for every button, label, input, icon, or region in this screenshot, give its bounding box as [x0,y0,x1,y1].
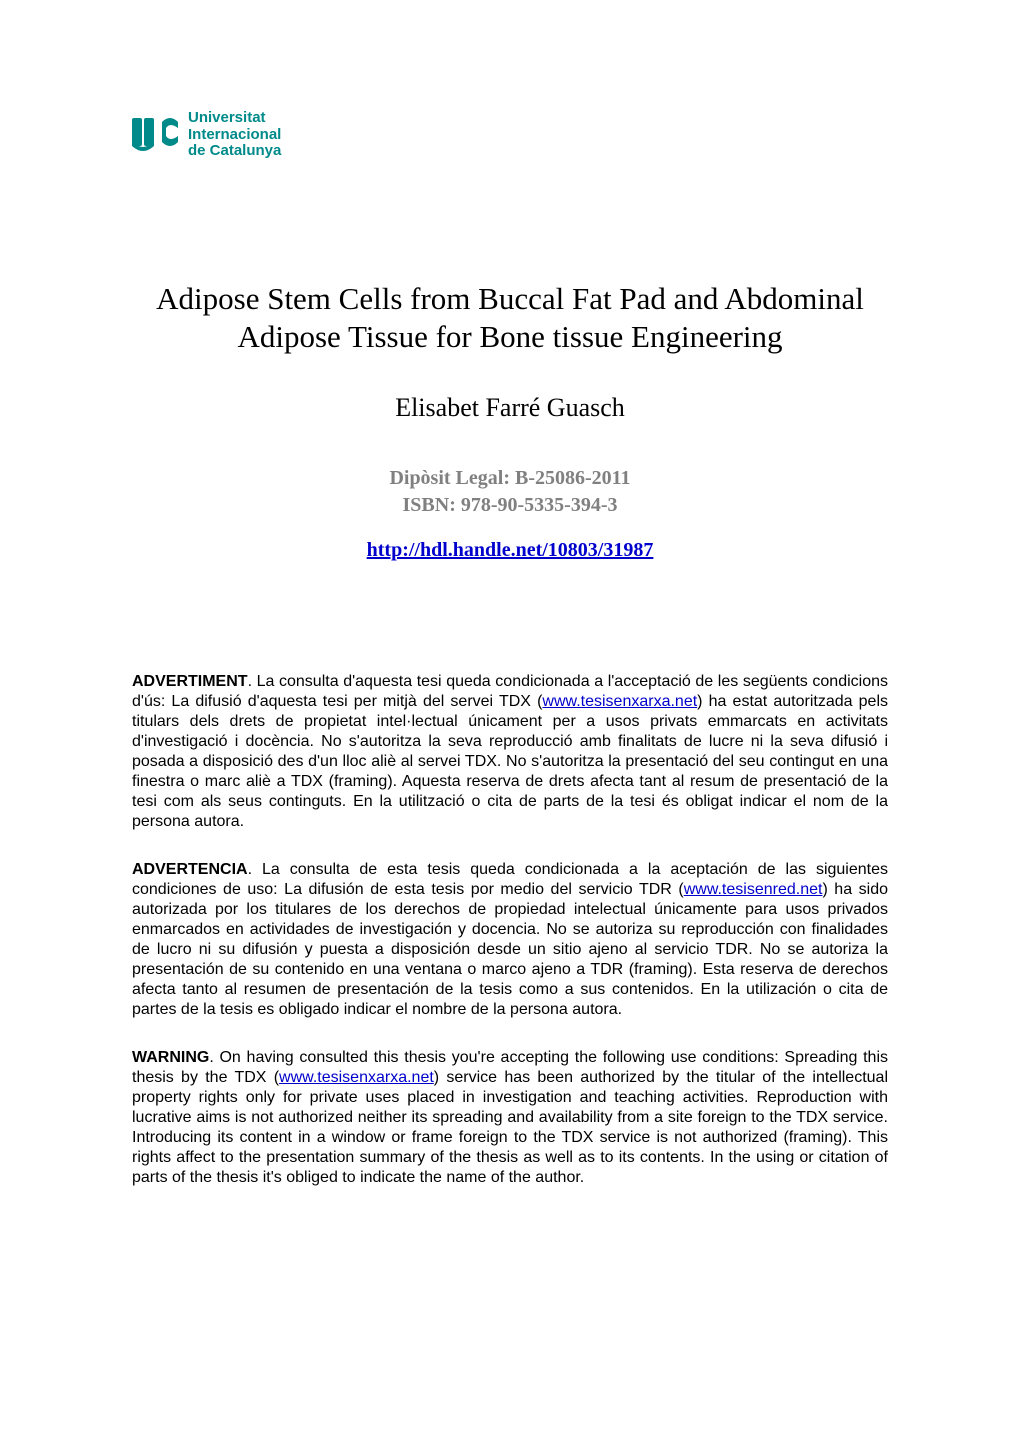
page: Universitat Internacional de Catalunya A… [0,0,1020,1442]
notice-post-en: ) service has been authorized by the tit… [132,1069,888,1186]
deposit-number: Dipòsit Legal: B-25086-2011 [132,465,888,492]
notice-label-es: ADVERTENCIA [132,861,248,878]
logo-line-2: Internacional [188,127,281,144]
notice-link-ca[interactable]: www.tesisenxarxa.net [542,693,697,710]
notice-link-es[interactable]: www.tesisenred.net [684,881,823,898]
notice-post-es: ) ha sido autorizada por los titulares d… [132,881,888,1018]
isbn-number: ISBN: 978-90-5335-394-3 [132,492,888,519]
handle-link-wrap: http://hdl.handle.net/10803/31987 [132,539,888,562]
notice-spanish: ADVERTENCIA. La consulta de esta tesis q… [132,860,888,1020]
thesis-title: Adipose Stem Cells from Buccal Fat Pad a… [132,280,888,358]
author-name: Elisabet Farré Guasch [132,393,888,423]
uic-logo-icon [132,112,180,157]
title-line-1: Adipose Stem Cells from Buccal Fat Pad a… [156,281,864,316]
handle-link[interactable]: http://hdl.handle.net/10803/31987 [367,539,654,561]
notice-catalan: ADVERTIMENT. La consulta d'aquesta tesi … [132,672,888,832]
notice-link-en[interactable]: www.tesisenxarxa.net [279,1069,434,1086]
logo-line-1: Universitat [188,110,281,127]
logo-text: Universitat Internacional de Catalunya [188,110,281,160]
logo-line-3: de Catalunya [188,143,281,160]
university-logo: Universitat Internacional de Catalunya [132,110,888,160]
title-line-2: Adipose Tissue for Bone tissue Engineeri… [237,319,782,354]
notice-post-ca: ) ha estat autoritzada pels titulars del… [132,693,888,830]
notice-english: WARNING. On having consulted this thesis… [132,1048,888,1188]
notice-label-ca: ADVERTIMENT [132,673,248,690]
notice-label-en: WARNING [132,1049,209,1066]
legal-info: Dipòsit Legal: B-25086-2011 ISBN: 978-90… [132,465,888,519]
